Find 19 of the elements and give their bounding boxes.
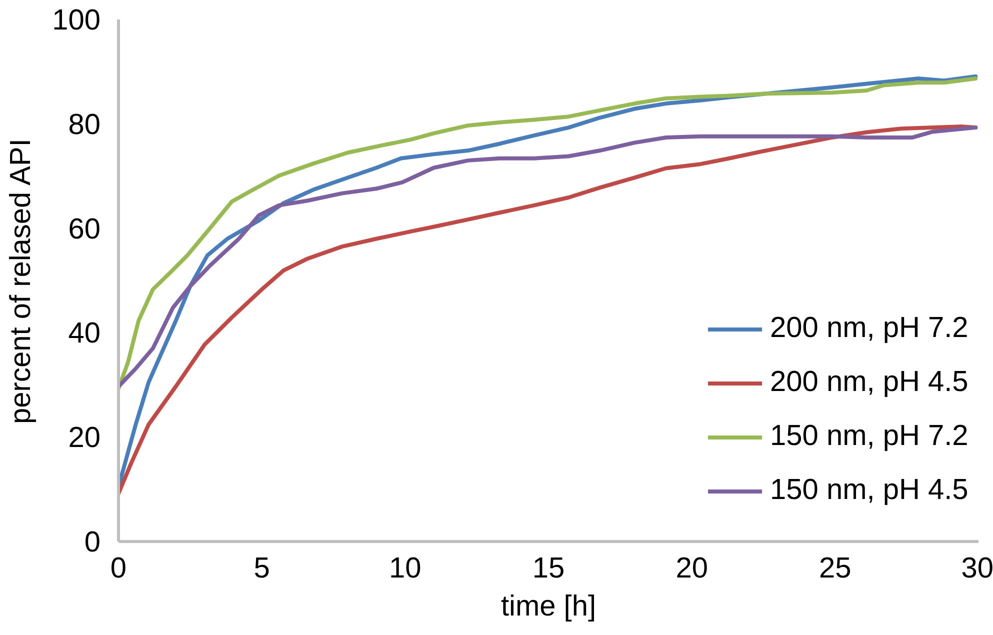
legend-label: 200 nm, pH 4.5 — [770, 366, 968, 399]
x-tick-label: 30 — [961, 552, 993, 584]
x-tick-label: 25 — [819, 552, 852, 584]
x-tick-label: 20 — [676, 552, 708, 584]
x-tick-label: 15 — [532, 552, 565, 584]
x-tick-label: 5 — [254, 552, 270, 584]
x-tick-label: 10 — [389, 552, 422, 584]
y-tick-label: 60 — [68, 213, 101, 246]
legend-label: 150 nm, pH 4.5 — [770, 474, 968, 507]
x-tick-label: 0 — [110, 552, 127, 584]
y-tick-label: 100 — [52, 4, 101, 36]
legend-label: 150 nm, pH 7.2 — [770, 420, 968, 453]
x-axis-title: time [h] — [500, 590, 596, 622]
y-tick-label: 80 — [68, 108, 101, 141]
y-tick-label: 0 — [84, 526, 101, 558]
y-axis-title: percent of relased API — [5, 138, 38, 424]
legend-label: 200 nm, pH 7.2 — [770, 312, 968, 345]
y-tick-label: 40 — [68, 318, 101, 350]
y-tick-label: 20 — [68, 422, 101, 454]
